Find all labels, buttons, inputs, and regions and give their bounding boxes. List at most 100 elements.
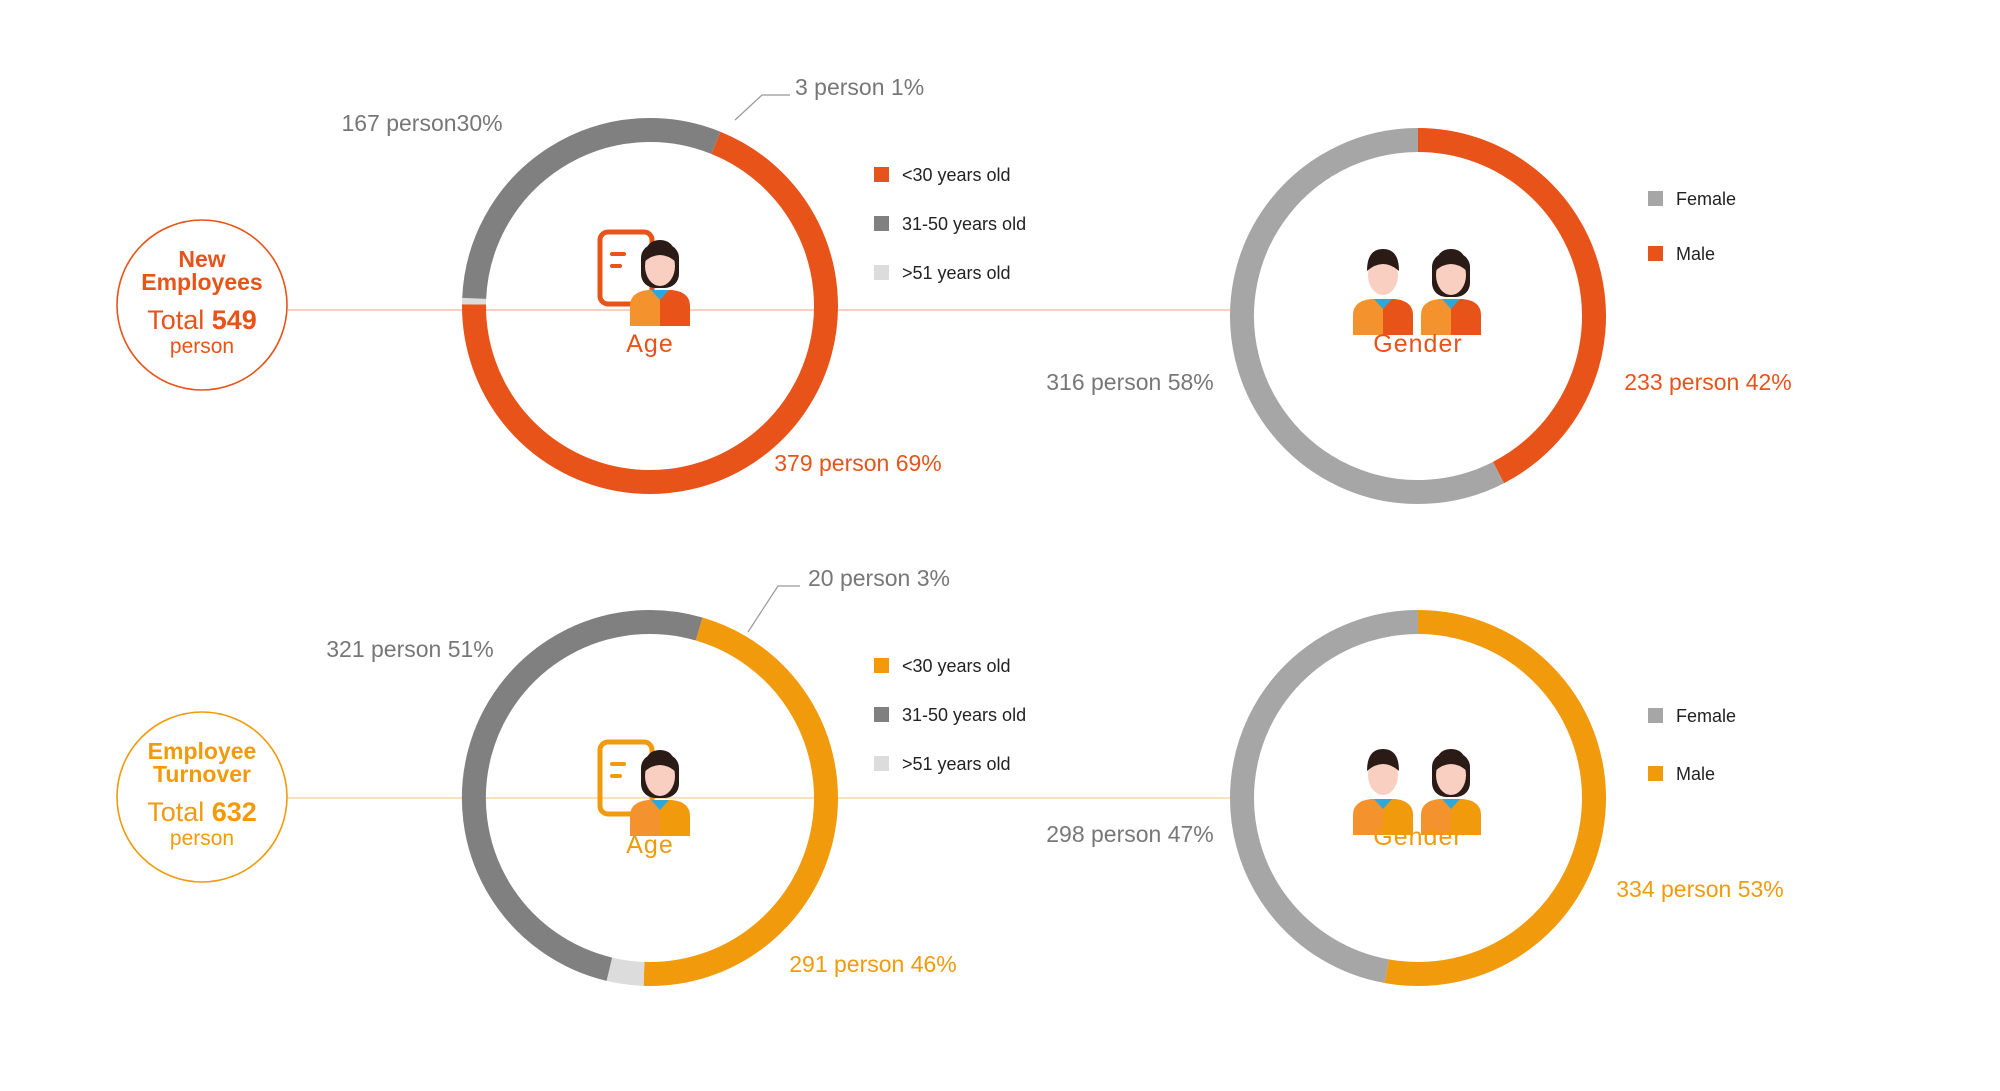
slice-data-label: 20 person 3% xyxy=(808,565,950,591)
legend-label: >51 years old xyxy=(902,754,1011,774)
person-shirt-left xyxy=(630,800,660,836)
chart-legend: Female Male xyxy=(1648,706,1736,784)
person-hair-top xyxy=(1367,749,1399,771)
chart-legend: Female Male xyxy=(1648,189,1736,264)
legend-swatch xyxy=(874,167,889,182)
legend-swatch xyxy=(874,707,889,722)
summary-total-unit: person xyxy=(170,827,234,850)
legend-swatch xyxy=(1648,191,1663,206)
slice-data-label: 298 person 47% xyxy=(1046,821,1214,847)
chart-legend: <30 years old 31-50 years old >51 years ol… xyxy=(874,656,1026,774)
summary-title-line1: New xyxy=(178,246,225,272)
person-shirt-left xyxy=(630,290,660,326)
gender-people-icon xyxy=(1353,249,1481,335)
legend-swatch xyxy=(874,658,889,673)
person-collar xyxy=(651,800,669,810)
person-shirt-right xyxy=(660,290,690,326)
person-shirt-left xyxy=(1353,299,1383,335)
label-leader-line xyxy=(747,585,800,633)
legend-swatch xyxy=(1648,708,1663,723)
summary-circle xyxy=(116,711,288,883)
person-shirt-left xyxy=(1421,299,1451,335)
chart-legend: <30 years old 31-50 years old >51 years ol… xyxy=(874,165,1026,283)
donut-title: Gender xyxy=(1373,823,1462,851)
donut-slice xyxy=(462,118,721,299)
legend-swatch xyxy=(874,265,889,280)
slice-data-label: 321 person 51% xyxy=(326,636,494,662)
person-hair-top xyxy=(1435,749,1467,771)
person-hair-top xyxy=(644,240,676,262)
summary-title-line2: Employees xyxy=(141,269,262,295)
donut-slice xyxy=(461,610,703,981)
donut-chart-4: Gender 334 person 53% 298 person 47% Female… xyxy=(1046,610,1784,986)
person-collar xyxy=(1374,799,1392,809)
donut-title: Age xyxy=(626,330,673,358)
legend-swatch xyxy=(874,216,889,231)
legend-label: Female xyxy=(1676,189,1736,209)
person-hair-top xyxy=(1367,249,1399,271)
person-hair-top xyxy=(1435,249,1467,271)
legend-label: 31-50 years old xyxy=(902,214,1026,234)
person-shirt-left xyxy=(1421,799,1451,835)
slice-data-label: 291 person 46% xyxy=(789,951,957,977)
legend-label: 31-50 years old xyxy=(902,705,1026,725)
legend-label: Male xyxy=(1676,764,1715,784)
age-person-icon xyxy=(597,229,690,326)
legend-label: Female xyxy=(1676,706,1736,726)
person-shirt-right xyxy=(1383,799,1413,835)
summary-total: Total 549 xyxy=(147,305,257,335)
legend-label: Male xyxy=(1676,244,1715,264)
age-person-icon xyxy=(597,739,690,836)
summary-total-prefix: Total xyxy=(147,305,212,335)
person-collar xyxy=(651,290,669,300)
slice-data-label: 167 person30% xyxy=(341,110,502,136)
summary-total-value: 549 xyxy=(212,305,257,335)
donut-slice xyxy=(1384,610,1606,986)
summary-title-line2: Turnover xyxy=(153,761,251,787)
person-shirt-right xyxy=(660,800,690,836)
donut-chart-1: Age 379 person 69% 167 person30% 3 person 1… xyxy=(341,74,1026,494)
donut-slice xyxy=(643,617,838,986)
legend-label: >51 years old xyxy=(902,263,1011,283)
slice-data-label: 3 person 1% xyxy=(795,74,924,100)
legend-label: <30 years old xyxy=(902,165,1011,185)
person-collar xyxy=(1374,299,1392,309)
summary-total-prefix: Total xyxy=(147,797,212,827)
donut-slice xyxy=(1230,610,1419,983)
slice-data-label: 334 person 53% xyxy=(1616,876,1784,902)
summary-total: Total 632 xyxy=(147,797,257,827)
person-collar xyxy=(1442,799,1460,809)
summary-total-value: 632 xyxy=(212,797,257,827)
person-hair-top xyxy=(644,750,676,772)
donut-chart-2: Gender 233 person 42% 316 person 58% Female… xyxy=(1046,128,1792,504)
person-collar xyxy=(1442,299,1460,309)
person-shirt-right xyxy=(1383,299,1413,335)
donut-slice xyxy=(462,131,838,494)
donut-title: Age xyxy=(626,831,673,859)
summary-title-line1: Employee xyxy=(148,738,257,764)
person-shirt-right xyxy=(1451,299,1481,335)
legend-swatch xyxy=(1648,246,1663,261)
slice-data-label: 233 person 42% xyxy=(1624,369,1792,395)
connector-lines xyxy=(288,309,1230,799)
donut-chart-3: Age 291 person 46% 321 person 51% 20 person… xyxy=(326,565,1026,986)
summary-circle xyxy=(116,219,288,391)
legend-label: <30 years old xyxy=(902,656,1011,676)
slice-data-label: 316 person 58% xyxy=(1046,369,1214,395)
person-shirt-right xyxy=(1451,799,1481,835)
donut-title: Gender xyxy=(1373,330,1462,358)
donut-slice xyxy=(606,957,645,986)
donut-charts: Age 379 person 69% 167 person30% 3 person 1… xyxy=(326,74,1792,986)
donut-slice xyxy=(1230,128,1504,504)
slice-data-label: 379 person 69% xyxy=(774,450,942,476)
summary-total-unit: person xyxy=(170,335,234,358)
donut-slice xyxy=(1417,128,1606,484)
label-leader-line xyxy=(734,94,790,121)
legend-swatch xyxy=(874,756,889,771)
legend-swatch xyxy=(1648,766,1663,781)
